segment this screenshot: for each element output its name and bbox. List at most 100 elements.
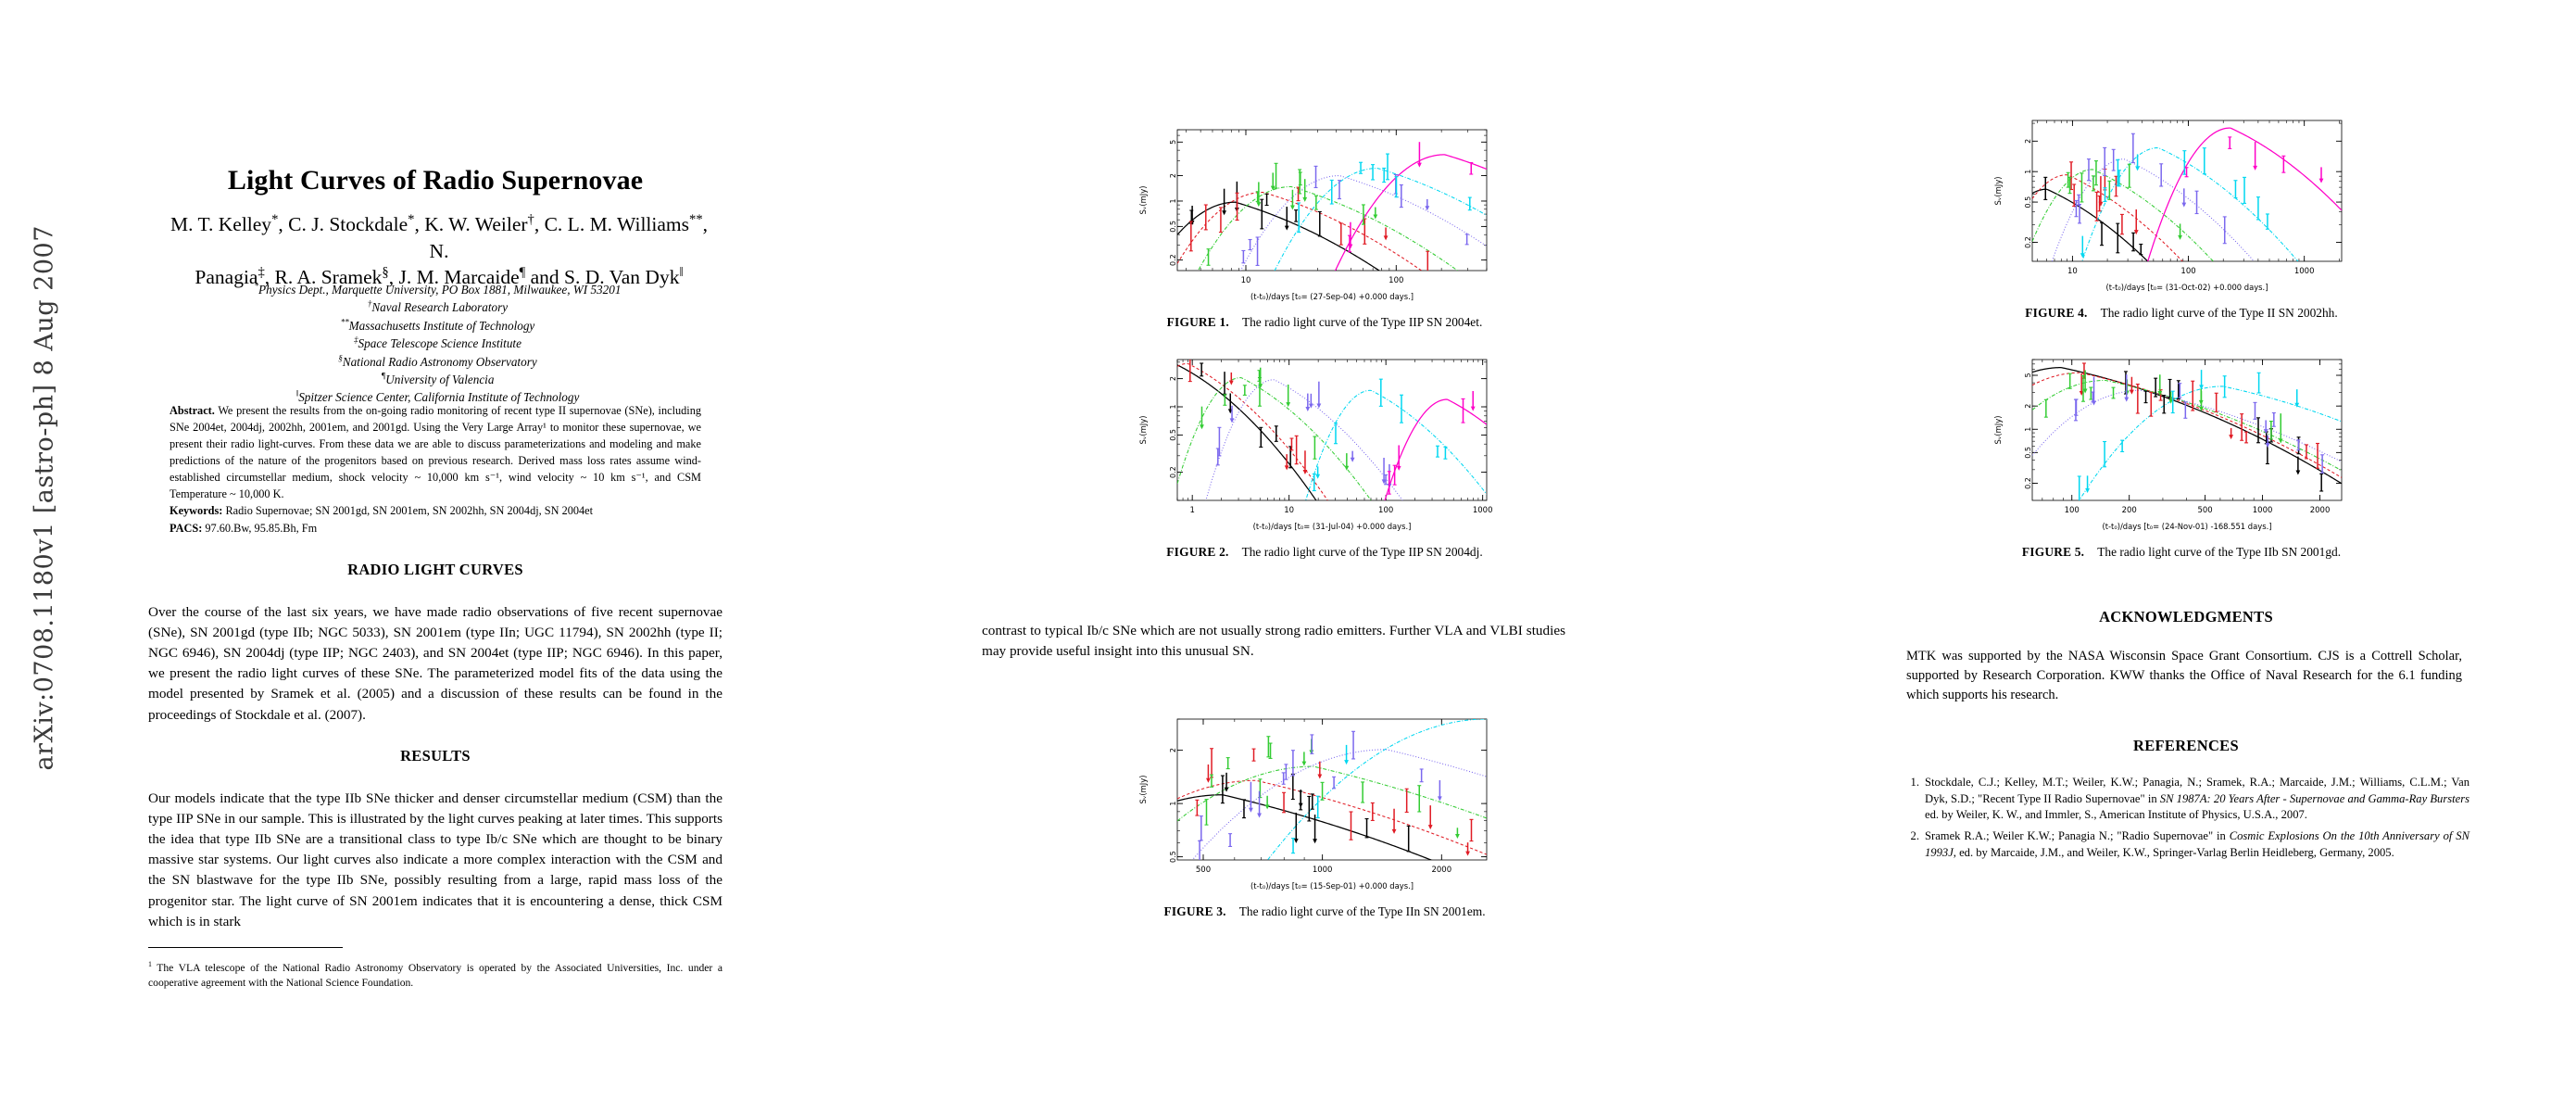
data-point-band-1 (2295, 456, 2301, 475)
data-point-band-6 (1392, 464, 1397, 486)
figure-2-caption: FIGURE 2. The radio light curve of the Ty… (1065, 545, 1584, 560)
data-point-band-5 (2080, 235, 2085, 259)
data-point-band-3 (2127, 163, 2131, 188)
abstract-text: We present the results from the on-going… (170, 404, 701, 501)
data-point-band-5 (1291, 838, 1296, 854)
data-point-band-4 (2178, 383, 2182, 398)
data-point-band-3 (2067, 176, 2072, 195)
data-point-band-3 (1313, 436, 1317, 460)
data-point-band-3 (2178, 223, 2182, 240)
pacs-label: PACS: (170, 522, 203, 536)
curve-band-4 (1239, 175, 1487, 271)
data-point-band-2 (1404, 788, 1409, 814)
data-point-band-5 (2120, 439, 2125, 453)
data-point-band-4 (1215, 448, 1220, 466)
svg-text:0.2: 0.2 (1169, 466, 1177, 478)
data-point-band-4 (2124, 374, 2130, 402)
data-point-band-4 (1290, 750, 1295, 777)
data-point-band-2 (1370, 802, 1375, 821)
svg-text:1000: 1000 (2294, 267, 2315, 276)
x-axis-label: (t-t₀)/days [t₀= (15-Sep-01) +0.000 days… (1250, 881, 1414, 891)
data-point-band-2 (1282, 791, 1287, 814)
data-point-band-2 (1391, 808, 1397, 834)
data-point-band-5 (2222, 375, 2227, 398)
figure-3-caption-text: The radio light curve of the Type IIn SN… (1238, 904, 1486, 918)
x-axis-label: (t-t₀)/days [t₀= (31-Jul-04) +0.000 days… (1253, 522, 1412, 531)
data-point-band-3 (1320, 781, 1325, 801)
data-point-band-2 (2072, 183, 2077, 208)
data-point-band-2 (2214, 392, 2218, 412)
svg-text:10: 10 (1284, 506, 1294, 515)
data-point-band-2 (1349, 811, 1353, 840)
data-point-band-5 (1315, 466, 1321, 479)
data-point-band-1 (1260, 198, 1264, 230)
data-point-band-3 (2268, 421, 2273, 440)
svg-text:1000: 1000 (1313, 866, 1333, 875)
data-point-band-5 (1394, 176, 1399, 198)
figure-1-caption: FIGURE 1. The radio light curve of the Ty… (1065, 315, 1584, 330)
data-point-band-3 (1223, 394, 1227, 406)
svg-text:0.2: 0.2 (2024, 477, 2032, 489)
data-point-band-3 (2043, 398, 2048, 418)
data-point-band-4 (2181, 188, 2187, 208)
page-title: Light Curves of Radio Supernovae (227, 165, 644, 196)
svg-text:2000: 2000 (1431, 866, 1451, 875)
data-point-band-1 (2319, 473, 2324, 492)
data-point-band-5 (2294, 389, 2300, 408)
data-point-band-2 (1302, 450, 1308, 474)
data-point-band-2 (2191, 380, 2195, 411)
data-point-band-2 (1251, 748, 1256, 762)
section-heading-references: REFERENCES (2133, 737, 2239, 754)
data-point-band-1 (1200, 362, 1204, 377)
data-point-band-3 (2111, 386, 2116, 399)
data-point-band-5 (1297, 202, 1301, 234)
data-point-band-1 (1406, 825, 1411, 853)
affiliation-item: ¶University of Valencia (381, 371, 495, 387)
data-point-band-3 (1268, 742, 1273, 759)
data-point-band-4 (1381, 457, 1387, 485)
data-point-band-4 (1437, 779, 1442, 802)
data-point-band-3 (1225, 757, 1230, 770)
data-point-band-2 (1235, 192, 1239, 221)
abstract-block: Abstract. We present the results from th… (170, 402, 701, 502)
data-point-band-5 (1399, 394, 1403, 423)
svg-text:1000: 1000 (2253, 506, 2273, 515)
data-point-band-3 (1373, 207, 1378, 220)
svg-text:500: 500 (2197, 506, 2212, 515)
data-point-band-3 (1313, 195, 1318, 210)
data-point-band-2 (1188, 221, 1193, 252)
svg-text:2000: 2000 (2310, 506, 2331, 515)
data-point-band-5 (1382, 167, 1387, 183)
figure-5-label: FIGURE 5. (2021, 545, 2085, 559)
data-point-band-5 (1371, 164, 1376, 181)
data-point-band-6 (2281, 155, 2286, 173)
data-point-band-5 (1378, 378, 1383, 407)
data-point-band-4 (2130, 133, 2135, 164)
y-axis-label: Sᵥ(mJy) (1993, 416, 2003, 445)
svg-text:0.5: 0.5 (1169, 221, 1177, 233)
footnote-rule (148, 947, 343, 948)
figure-5-plot: 100 200 500 1000 2000 0.2 0.5 1 2 5 (t-t₀)/days [t… (1990, 350, 2351, 536)
figure-3-label: FIGURE 3. (1163, 904, 1226, 918)
svg-text:2: 2 (2024, 404, 2032, 409)
curve-band-6 (1384, 398, 1487, 500)
svg-text:0.5: 0.5 (2024, 196, 2032, 208)
data-point-band-4 (2086, 158, 2091, 182)
pacs-line: PACS: 97.60.Bw, 95.85.Bh, Fm (170, 520, 707, 537)
data-point-band-5 (1344, 744, 1349, 765)
plot-fig5: 100 200 500 1000 2000 0.2 0.5 1 2 5 (t-t₀)/days [t… (1993, 359, 2343, 531)
y-axis-label: Sᵥ(mJy) (1138, 186, 1148, 215)
data-point-band-2 (1426, 250, 1430, 271)
figure-5-caption: FIGURE 5. The radio light curve of the Ty… (1922, 545, 2441, 560)
data-point-band-5 (2233, 180, 2238, 199)
data-point-band-2 (2098, 176, 2104, 207)
data-point-band-4 (1316, 381, 1322, 409)
author-line-1: M. T. Kelley*, C. J. Stockdale*, K. W. W… (170, 211, 708, 262)
data-point-band-2 (2094, 191, 2099, 221)
curve-band-3 (2032, 169, 2215, 261)
data-point-band-2 (2229, 427, 2234, 440)
svg-text:1: 1 (1189, 506, 1194, 515)
section-heading-results: RESULTS (400, 747, 471, 764)
data-point-band-3 (1286, 385, 1291, 408)
